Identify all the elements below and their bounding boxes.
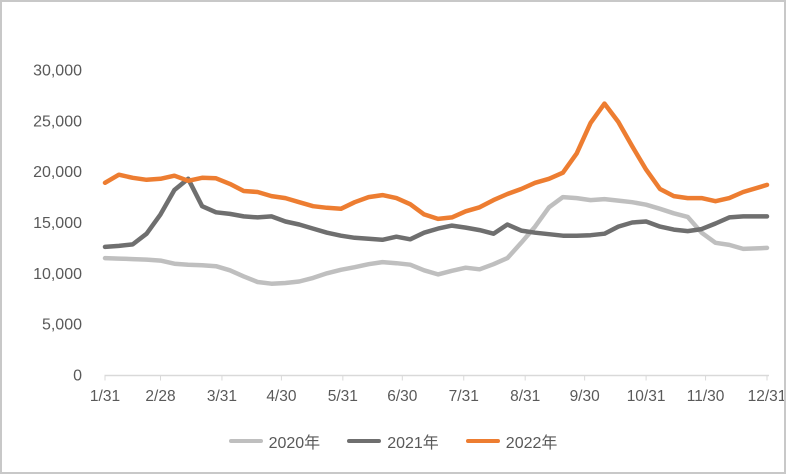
series-line-2020 <box>102 194 770 286</box>
legend-swatch-icon <box>465 438 500 444</box>
x-tick-label: 10/31 <box>627 388 666 405</box>
x-tick-label: 4/30 <box>266 388 297 405</box>
chart-legend: 2020年 2021年 2022年 <box>2 426 784 456</box>
x-tick-label: 9/30 <box>570 388 601 405</box>
y-tick-label: 0 <box>73 368 82 385</box>
x-tick-label: 8/31 <box>510 388 540 405</box>
y-tick-label: 25,000 <box>33 113 82 130</box>
series-line-2021 <box>102 176 770 250</box>
series-line-2022 <box>102 101 770 222</box>
y-tick-label: 30,000 <box>33 63 82 80</box>
legend-swatch-icon <box>228 438 263 444</box>
legend-item-2020: 2020年 <box>228 429 321 453</box>
legend-item-2022: 2022年 <box>465 429 558 453</box>
x-tick-label: 6/30 <box>387 388 418 405</box>
x-tick-label: 3/31 <box>207 388 237 405</box>
legend-item-2021: 2021年 <box>347 429 439 453</box>
y-tick-label: 5,000 <box>42 317 82 334</box>
x-tick-label: 5/31 <box>328 388 358 405</box>
legend-label: 2022年 <box>505 435 558 452</box>
y-tick-label: 10,000 <box>33 266 82 283</box>
x-tick-label: 11/30 <box>687 388 725 405</box>
x-tick-label: 7/31 <box>449 388 479 405</box>
legend-swatch-icon <box>347 438 382 444</box>
legend-label: 2020年 <box>268 435 321 452</box>
y-tick-label: 15,000 <box>33 215 82 232</box>
x-tick-label: 12/31 <box>748 388 786 405</box>
x-tick-label: 2/28 <box>145 388 175 405</box>
legend-label: 2021年 <box>387 435 439 452</box>
x-tick-label: 1/31 <box>90 388 120 405</box>
y-tick-label: 20,000 <box>33 164 82 181</box>
